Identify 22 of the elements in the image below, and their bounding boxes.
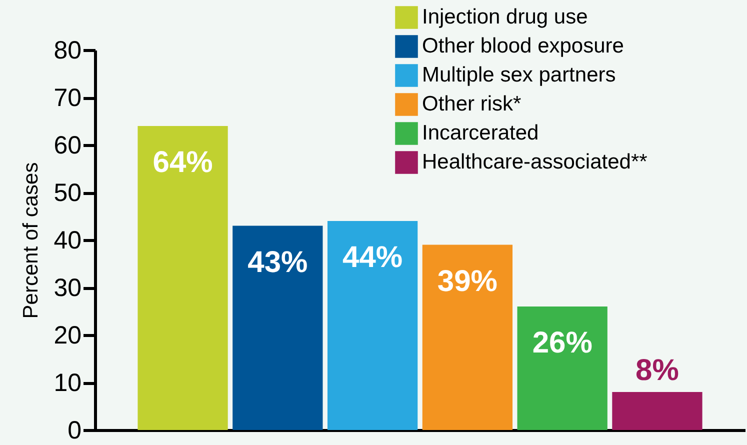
legend-label: Incarcerated (422, 122, 539, 144)
data-label: 8% (636, 354, 679, 387)
y-tick-label: 40 (54, 226, 82, 254)
y-axis-title: Percent of cases (20, 162, 43, 319)
y-tick-label: 0 (68, 416, 82, 444)
data-label: 64% (152, 146, 213, 179)
data-label: 26% (532, 326, 592, 360)
y-tick-label: 30 (54, 274, 82, 302)
y-tick-label: 20 (54, 322, 82, 350)
y-tick-label: 10 (54, 369, 82, 397)
data-label: 43% (248, 246, 308, 279)
legend-label: Other risk* (422, 92, 522, 116)
y-tick-label: 80 (54, 36, 82, 64)
legend-label: Multiple sex partners (422, 64, 616, 86)
legend-label: Injection drug use (422, 6, 588, 28)
legend-label: Other blood exposure (422, 34, 624, 58)
legend-label: Healthcare-associated** (422, 150, 648, 174)
y-tick-label: 60 (54, 132, 82, 160)
y-tick-label: 70 (54, 84, 82, 112)
data-label: 44% (342, 241, 403, 274)
y-tick-label: 50 (54, 179, 82, 207)
data-label: 39% (437, 264, 498, 298)
